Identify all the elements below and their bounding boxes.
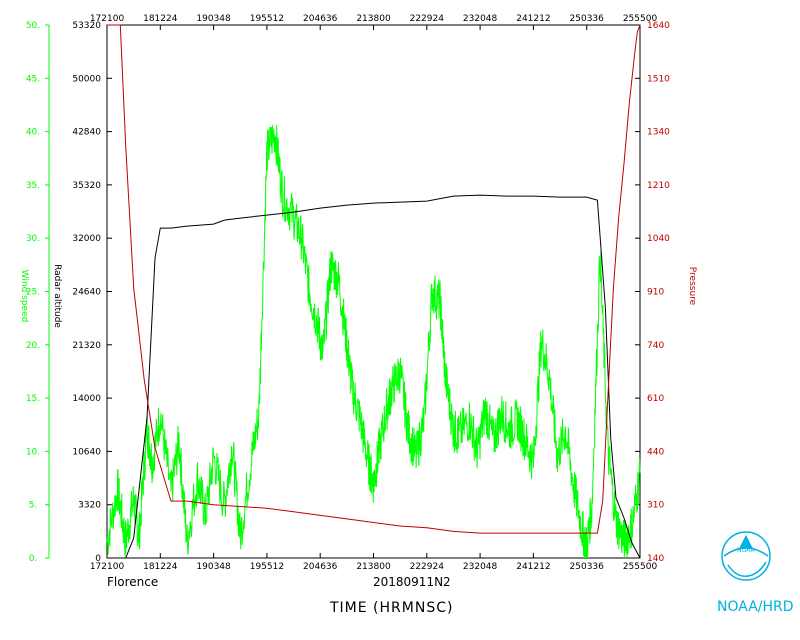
x-axis-title: TIME (HRMNSC) [329,600,453,616]
wind-tick-label: 50. [26,21,40,31]
x-tick-label-top: 190348 [196,14,231,24]
pressure-tick-label: 1510 [647,74,670,84]
x-tick-label-top: 181224 [143,14,178,24]
x-tick-label: 213800 [356,562,391,572]
x-tick-label: 222924 [410,562,445,572]
storm-name: Florence [107,575,158,589]
x-tick-label-top: 213800 [356,14,391,24]
wind-tick-label: 45. [26,74,40,84]
x-tick-label: 172100 [90,562,125,572]
wind-tick-label: 25. [26,288,40,298]
wind-tick-label: 40. [26,128,40,138]
wind-series-line [106,124,641,559]
altitude-tick-label: 35320 [72,181,101,191]
x-tick-label: 232048 [463,562,498,572]
pressure-tick-label: 1340 [647,128,670,138]
altitude-tick-label: 32000 [72,234,101,244]
altitude-tick-label: 21320 [72,341,101,351]
wind-tick-label: 0. [29,554,38,564]
pressure-tick-label: 910 [647,288,664,298]
pressure-tick-label: 740 [647,341,664,351]
svg-text:NOAA: NOAA [737,547,755,554]
wind-tick-label: 20. [26,341,40,351]
altitude-tick-label: 42840 [72,128,101,138]
x-tick-label-top: 172100 [90,14,125,24]
altitude-series-line [107,194,641,559]
pressure-tick-label: 440 [647,447,664,457]
altitude-tick-label: 3320 [78,501,101,511]
x-tick-label-top: 232048 [463,14,498,24]
altitude-tick-label: 10640 [72,447,101,457]
pressure-tick-label: 140 [647,554,664,564]
pressure-tick-label: 1640 [647,21,670,31]
wind-tick-label: 15. [26,394,40,404]
pressure-tick-label: 310 [647,501,664,511]
x-tick-label: 195512 [250,562,284,572]
wind-axis-label: Wind speed [19,270,29,323]
x-tick-label-top: 195512 [250,14,284,24]
noaa-logo-icon: NOAA [721,531,771,581]
altitude-tick-label: 0 [95,554,101,564]
wind-tick-label: 30. [26,234,40,244]
x-tick-label: 204636 [303,562,338,572]
altitude-axis-label: Radar altitude [52,264,62,328]
pressure-tick-label: 1040 [647,234,670,244]
x-tick-label: 181224 [143,562,178,572]
altitude-tick-label: 53320 [72,21,101,31]
altitude-tick-label: 14000 [72,394,101,404]
wind-tick-label: 5. [29,501,38,511]
x-tick-label: 250336 [570,562,605,572]
pressure-series-line [107,24,641,534]
pressure-axis-label: Pressure [687,267,697,306]
flight-id: 20180911N2 [373,575,451,589]
x-tick-label: 241212 [516,562,550,572]
wind-tick-label: 10. [26,447,40,457]
x-tick-label-top: 222924 [410,14,445,24]
x-tick-label-top: 250336 [570,14,605,24]
x-tick-label: 190348 [196,562,231,572]
x-tick-label-top: 204636 [303,14,338,24]
wind-tick-label: 35. [26,181,40,191]
altitude-tick-label: 24640 [72,288,101,298]
org-label: NOAA/HRD [717,599,794,615]
altitude-tick-label: 50000 [72,74,101,84]
x-tick-label-top: 255500 [623,14,658,24]
x-tick-label-top: 241212 [516,14,550,24]
pressure-tick-label: 610 [647,394,664,404]
x-tick-label: 255500 [623,562,658,572]
pressure-tick-label: 1210 [647,181,670,191]
